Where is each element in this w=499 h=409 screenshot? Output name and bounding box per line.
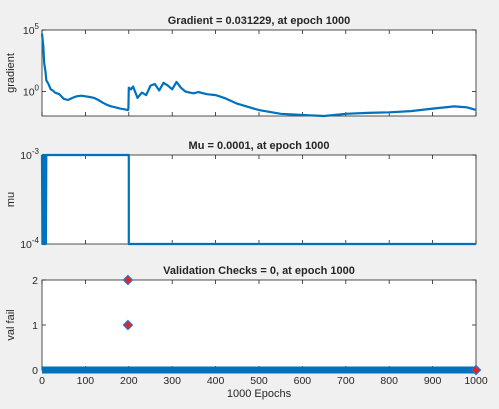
x-tick-label: 0 [39,375,45,387]
x-tick-label: 100 [77,375,95,387]
x-tick-label: 300 [163,375,181,387]
chart-title-2: Mu = 0.0001, at epoch 1000 [189,140,330,152]
axes-1 [41,29,477,117]
x-tick-label: 900 [424,375,442,387]
x-tick-label: 800 [380,375,398,387]
y-tick-label: 2 [32,275,38,287]
x-tick-label: 500 [250,375,268,387]
x-tick-label: 200 [120,375,138,387]
y-tick-label: 10-4 [20,236,39,251]
validation-fail-marker [122,319,134,331]
x-tick-label: 400 [207,375,225,387]
x-tick-label: 1000 [464,375,488,387]
axes-3 [41,279,477,371]
x-tick-label: 600 [294,375,312,387]
validation-fail-marker [122,274,134,286]
series-line-2 [40,153,476,246]
y-tick-label: 0 [32,365,38,377]
x-tick-label: 700 [337,375,355,387]
axes-2 [41,154,477,245]
chart-title-3: Validation Checks = 0, at epoch 1000 [163,265,355,277]
chart-title-1: Gradient = 0.031229, at epoch 1000 [168,15,351,27]
series-line-1 [40,33,477,118]
x-axis-label: 1000 Epochs [227,388,292,400]
y-tick-label: 1 [32,320,38,332]
y-tick-label: 100 [23,83,40,98]
y-axis-label-3: val fail [5,309,17,340]
y-axis-label-1: gradient [5,53,17,93]
validation-fail-marker [470,364,482,376]
y-tick-label: 105 [23,22,40,37]
y-tick-label: 10-3 [20,147,39,162]
y-axis-label-2: mu [5,192,17,207]
